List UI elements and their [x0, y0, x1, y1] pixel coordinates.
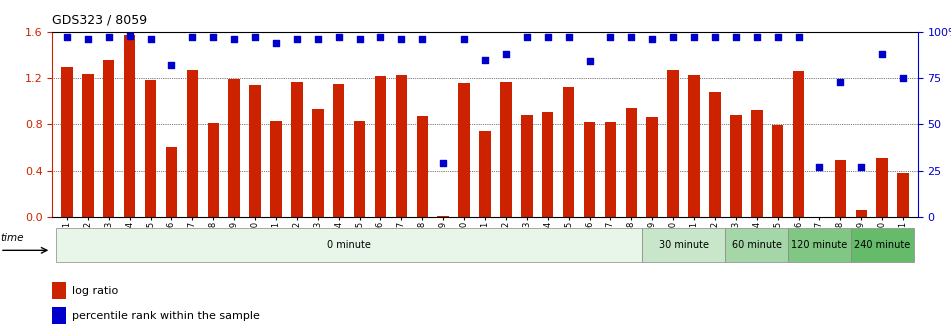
Point [540, 35, 555, 40]
Point [666, 35, 681, 40]
Bar [249, 85, 261, 217]
Bar [647, 117, 658, 217]
Point [352, 37, 367, 42]
Text: 30 minute: 30 minute [659, 240, 708, 250]
Bar [103, 60, 114, 217]
Point [645, 37, 660, 42]
Point [456, 37, 472, 42]
Point [708, 35, 723, 40]
Bar [56, 228, 642, 262]
Bar [668, 70, 679, 217]
Point [394, 37, 409, 42]
Bar [333, 84, 344, 217]
Point [310, 37, 325, 42]
Bar [856, 210, 867, 217]
Bar [788, 228, 851, 262]
Point [184, 35, 200, 40]
Bar [877, 158, 888, 217]
Text: time: time [0, 233, 24, 243]
Bar [52, 282, 66, 299]
Bar [291, 82, 302, 217]
Text: log ratio: log ratio [72, 286, 119, 296]
Bar [417, 116, 428, 217]
Bar [270, 121, 281, 217]
Bar [437, 216, 449, 217]
Bar [730, 115, 742, 217]
Bar [772, 125, 784, 217]
Bar [521, 115, 533, 217]
Bar [563, 87, 574, 217]
Point [749, 35, 765, 40]
Text: 120 minute: 120 minute [791, 240, 847, 250]
Point [561, 35, 576, 40]
Bar [354, 121, 365, 217]
Point [728, 35, 744, 40]
Point [603, 35, 618, 40]
Bar [851, 228, 914, 262]
Point [59, 35, 74, 40]
Bar [605, 122, 616, 217]
Bar [124, 35, 135, 217]
Bar [165, 148, 177, 217]
Point [896, 76, 911, 81]
Bar [61, 67, 72, 217]
Point [812, 164, 827, 170]
Point [436, 161, 451, 166]
Point [205, 35, 221, 40]
Bar [898, 173, 909, 217]
Point [519, 35, 534, 40]
Bar [709, 92, 721, 217]
Bar [458, 83, 470, 217]
Bar [228, 79, 240, 217]
Point [289, 37, 304, 42]
Bar [689, 75, 700, 217]
Bar [751, 111, 763, 217]
Bar [479, 131, 491, 217]
Bar [207, 123, 219, 217]
Bar [726, 228, 788, 262]
Text: 0 minute: 0 minute [327, 240, 371, 250]
Bar [312, 109, 323, 217]
Bar [82, 74, 93, 217]
Text: GDS323 / 8059: GDS323 / 8059 [52, 13, 147, 27]
Point [247, 35, 262, 40]
Bar [500, 82, 512, 217]
Point [854, 164, 869, 170]
Point [624, 35, 639, 40]
Point [791, 35, 806, 40]
Point [143, 37, 158, 42]
Bar [375, 76, 386, 217]
Point [498, 51, 514, 57]
Point [331, 35, 346, 40]
Text: 240 minute: 240 minute [854, 240, 910, 250]
Point [101, 35, 116, 40]
Bar [626, 108, 637, 217]
Point [770, 35, 786, 40]
Bar [642, 228, 726, 262]
Text: 60 minute: 60 minute [731, 240, 782, 250]
Bar [542, 112, 553, 217]
Point [268, 40, 283, 46]
Point [833, 79, 848, 85]
Bar [52, 307, 66, 324]
Point [875, 51, 890, 57]
Bar [793, 71, 805, 217]
Point [477, 57, 493, 62]
Point [373, 35, 388, 40]
Bar [145, 80, 156, 217]
Bar [186, 70, 198, 217]
Point [582, 59, 597, 64]
Text: percentile rank within the sample: percentile rank within the sample [72, 310, 261, 321]
Point [122, 33, 137, 38]
Point [164, 62, 179, 68]
Bar [835, 160, 846, 217]
Point [687, 35, 702, 40]
Bar [396, 75, 407, 217]
Point [226, 37, 242, 42]
Point [80, 37, 95, 42]
Point [415, 37, 430, 42]
Bar [584, 122, 595, 217]
